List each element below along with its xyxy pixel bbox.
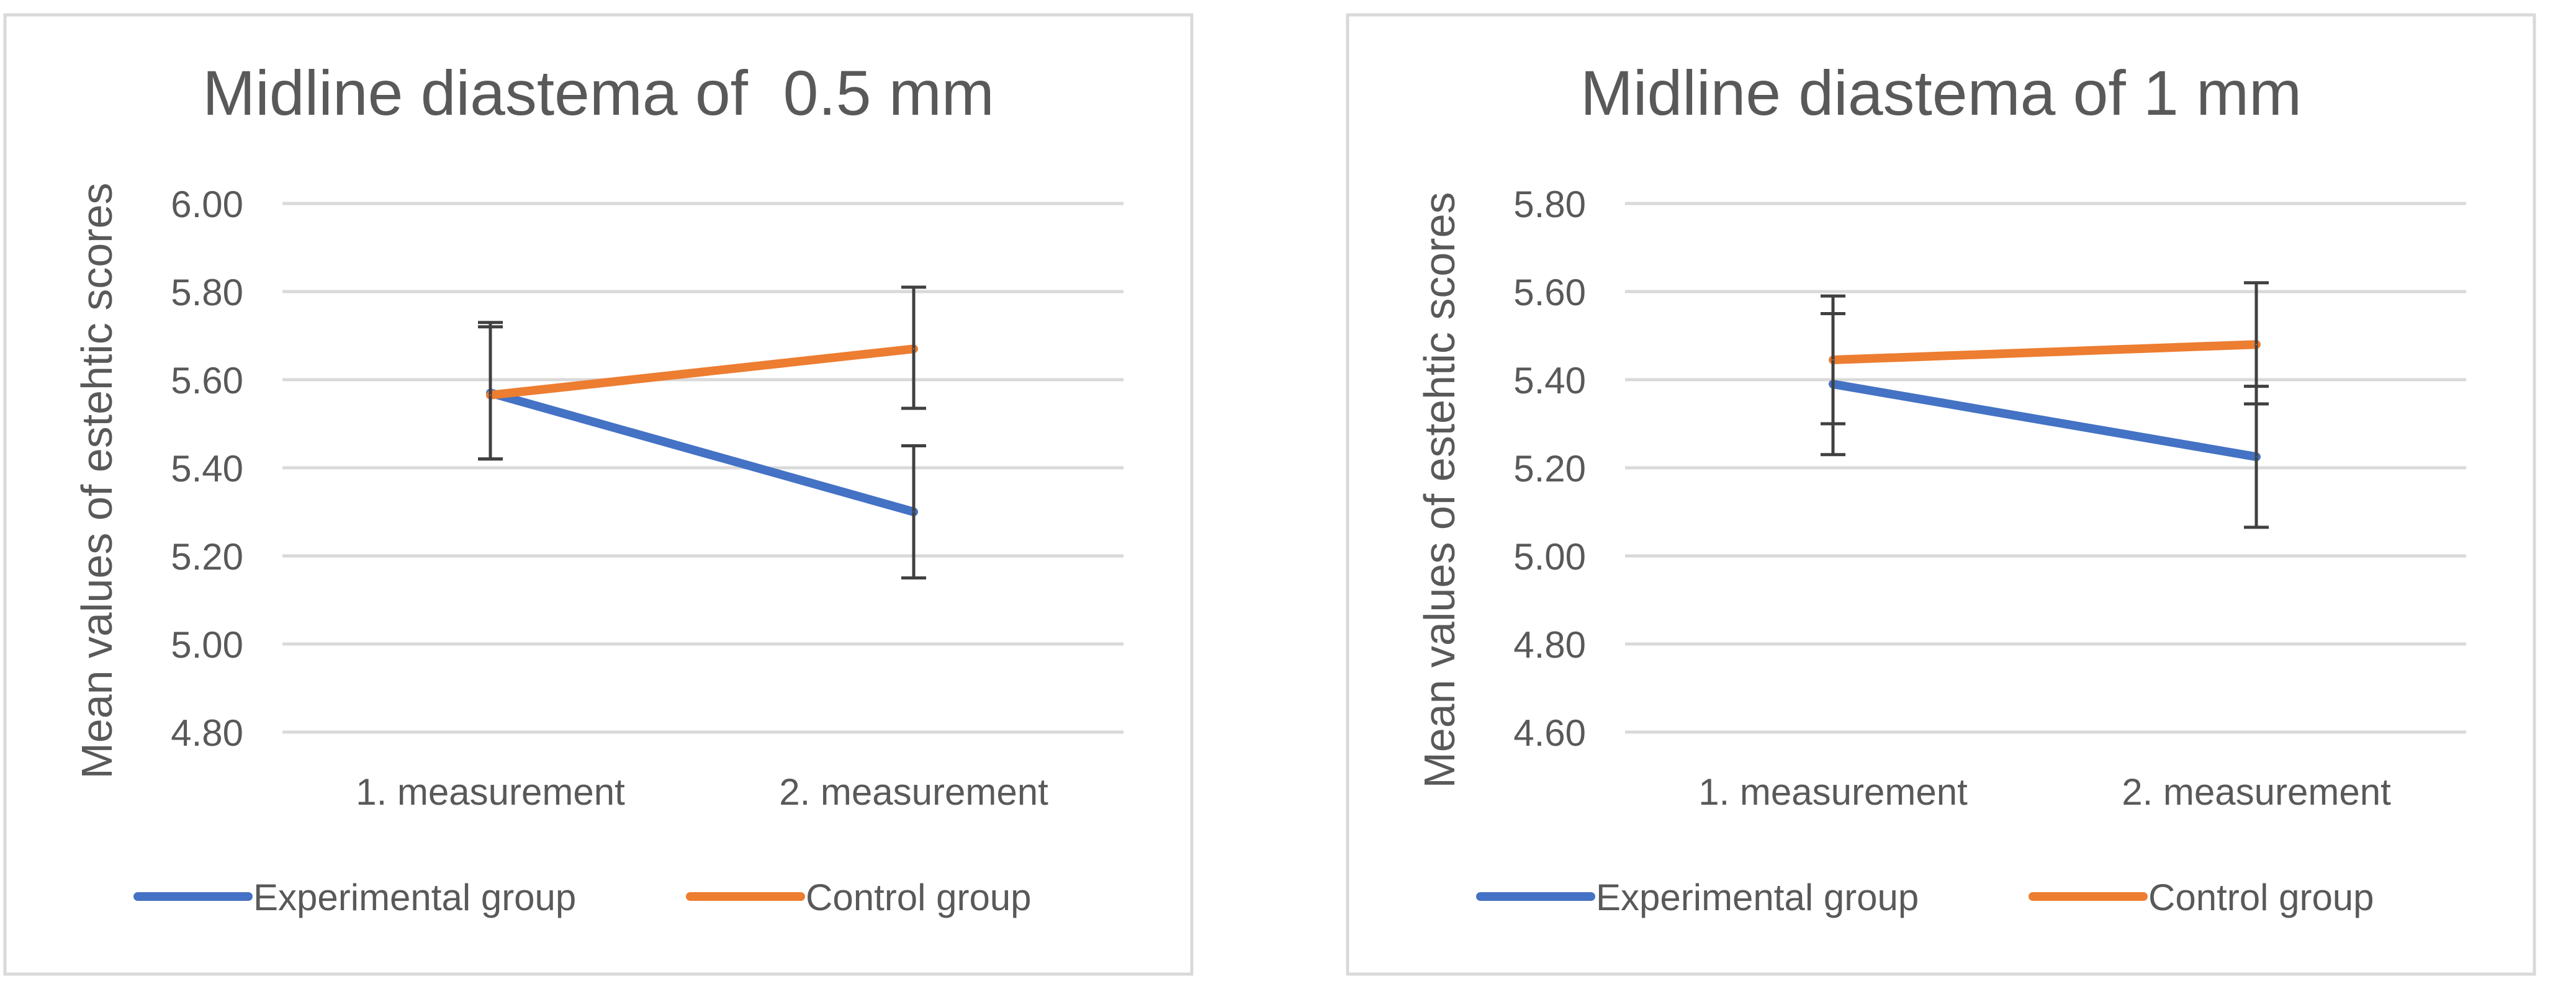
x-tick-label: 1. measurement <box>1698 771 1968 813</box>
y-tick-label: 5.40 <box>1513 360 1586 401</box>
legend-entry: Experimental group <box>1476 877 1919 918</box>
series-line <box>486 388 918 516</box>
legend-entry: Experimental group <box>133 877 576 918</box>
data-point <box>913 511 914 512</box>
legend-label: Control group <box>806 877 1032 918</box>
y-tick-label: 4.60 <box>1513 712 1586 754</box>
y-tick-label: 5.20 <box>1513 448 1586 490</box>
series-line <box>1829 380 2261 462</box>
y-tick-label: 6.00 <box>171 184 243 225</box>
series-line <box>486 344 918 400</box>
y-tick-label: 4.80 <box>1513 624 1586 666</box>
legend-label: Experimental group <box>1596 877 1919 918</box>
y-tick-label: 5.40 <box>171 448 243 490</box>
data-point <box>913 348 914 350</box>
y-tick-label: 5.20 <box>171 536 243 578</box>
x-tick-label: 1. measurement <box>356 771 625 813</box>
y-tick-label: 4.80 <box>171 712 243 754</box>
legend-entry: Control group <box>2029 877 2374 918</box>
data-point <box>2256 456 2257 458</box>
chart-svg: Midline diastema of 1 mm Mean values of … <box>1346 13 2536 976</box>
x-tick-label: 2. measurement <box>779 771 1048 813</box>
y-tick-label: 5.80 <box>171 272 243 313</box>
y-tick-label: 5.00 <box>1513 536 1586 578</box>
y-tick-label: 5.80 <box>1513 184 1586 225</box>
legend-label: Experimental group <box>253 877 576 918</box>
y-tick-label: 5.60 <box>1513 272 1586 313</box>
chart-svg: Midline diastema of 0.5 mm Mean values o… <box>3 13 1194 976</box>
error-bar <box>901 285 926 410</box>
chart-border <box>3 13 1194 976</box>
y-tick-label: 5.00 <box>171 624 243 666</box>
chart-panel-diastema-0-5mm: Midline diastema of 0.5 mm Mean values o… <box>0 0 1197 984</box>
chart-panel-diastema-1mm: Midline diastema of 1 mm Mean values of … <box>1343 0 2540 984</box>
series-line <box>1829 340 2261 365</box>
error-bar <box>2244 281 2269 406</box>
chart-border <box>1346 13 2536 976</box>
chart-title: Midline diastema of 1 mm <box>1580 58 2302 128</box>
error-bar <box>478 325 503 461</box>
x-tick-label: 2. measurement <box>2122 771 2391 813</box>
y-tick-label: 5.60 <box>171 360 243 401</box>
legend-entry: Control group <box>686 877 1032 918</box>
legend-label: Control group <box>2148 877 2374 918</box>
data-point <box>2256 344 2257 346</box>
data-point <box>1832 359 1834 361</box>
data-point <box>490 394 491 396</box>
y-axis-label: Mean values of estehtic scores <box>1415 192 1464 788</box>
chart-title: Midline diastema of 0.5 mm <box>202 58 994 128</box>
y-axis-label: Mean values of estehtic scores <box>73 182 121 779</box>
